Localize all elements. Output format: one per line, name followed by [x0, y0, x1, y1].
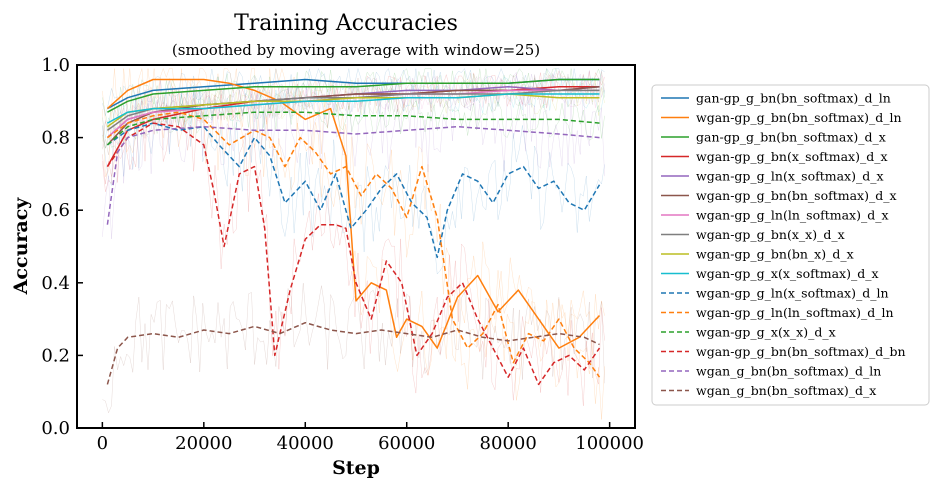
series-line [106, 122, 601, 259]
series-line [106, 78, 601, 349]
y-axis-ticks: 0.0 0.2 0.4 0.6 0.8 1.0 [41, 55, 83, 439]
raw-noise-trace [102, 76, 605, 139]
y-tick-label: 0.2 [41, 345, 70, 366]
x-tick-label: 20000 [175, 433, 232, 454]
legend-label: wgan-gp_g_ln(x_softmax)_d_x [696, 169, 884, 184]
series-line [106, 125, 600, 225]
legend-label: wgan_g_bn(bn_softmax)_d_x [696, 383, 876, 398]
raw-noise-trace [102, 70, 605, 185]
legend-label: wgan-gp_g_bn(bn_softmax)_d_bn [696, 344, 906, 359]
chart-subtitle: (smoothed by moving average with window=… [172, 41, 540, 59]
series-line [106, 321, 600, 385]
legend-label: wgan-gp_g_bn(bn_x)_d_x [696, 247, 854, 262]
plot-frame [76, 64, 636, 429]
raw-noise-trace [102, 68, 605, 129]
legend-frame [651, 84, 930, 406]
legend-label: wgan-gp_g_x(x_softmax)_d_x [696, 266, 879, 281]
x-tick-label: 100000 [575, 433, 644, 454]
raw-noise-trace [102, 80, 605, 406]
raw-noise-trace [102, 70, 605, 144]
y-tick-label: 0.6 [41, 200, 70, 221]
raw-noise-layer [102, 67, 605, 420]
legend-label: wgan-gp_g_ln(ln_softmax)_d_x [696, 208, 889, 223]
legend-label: wgan-gp_g_bn(x_x)_d_x [696, 227, 845, 242]
series-line [106, 111, 600, 146]
raw-noise-trace [102, 84, 605, 239]
legend: gan-gp_g_bn(bn_softmax)_d_ln wgan-gp_g_bn… [651, 84, 930, 406]
raw-noise-trace [102, 73, 605, 149]
series-line [106, 122, 601, 386]
x-axis-label: Step [332, 457, 380, 479]
series-line [107, 78, 600, 113]
legend-label: wgan-gp_g_bn(bn_softmax)_d_x [696, 188, 897, 203]
x-axis-ticks: 0 20000 40000 60000 80000 100000 [97, 422, 644, 454]
legend-label: wgan_g_bn(bn_softmax)_d_ln [696, 364, 881, 379]
raw-noise-trace [102, 283, 605, 414]
raw-noise-trace [102, 67, 605, 116]
legend-label: gan-gp_g_bn(bn_softmax)_d_x [696, 130, 886, 145]
raw-noise-trace [102, 94, 605, 152]
y-axis-label: Accuracy [10, 197, 32, 296]
legend-label: wgan-gp_g_x(x_x)_d_x [696, 325, 836, 340]
x-tick-label: 60000 [378, 433, 435, 454]
series-line [106, 111, 601, 378]
series-layer [106, 78, 601, 386]
legend-label: wgan-gp_g_ln(x_softmax)_d_ln [696, 286, 889, 301]
legend-label: wgan-gp_g_bn(x_softmax)_d_x [696, 149, 888, 164]
y-tick-label: 0.8 [41, 128, 70, 149]
series-line [107, 93, 600, 124]
x-tick-label: 0 [97, 433, 108, 454]
y-tick-label: 0.0 [41, 418, 70, 439]
x-tick-label: 40000 [277, 433, 334, 454]
legend-label: wgan-gp_g_ln(ln_softmax)_d_ln [696, 305, 894, 320]
y-tick-label: 0.4 [41, 273, 70, 294]
legend-label: gan-gp_g_bn(bn_softmax)_d_ln [696, 91, 891, 106]
legend-label: wgan-gp_g_bn(bn_softmax)_d_ln [696, 110, 902, 125]
raw-noise-trace [102, 78, 605, 420]
x-tick-label: 80000 [480, 433, 537, 454]
y-tick-label: 1.0 [41, 55, 70, 76]
chart-title: Training Accuracies [234, 11, 458, 36]
